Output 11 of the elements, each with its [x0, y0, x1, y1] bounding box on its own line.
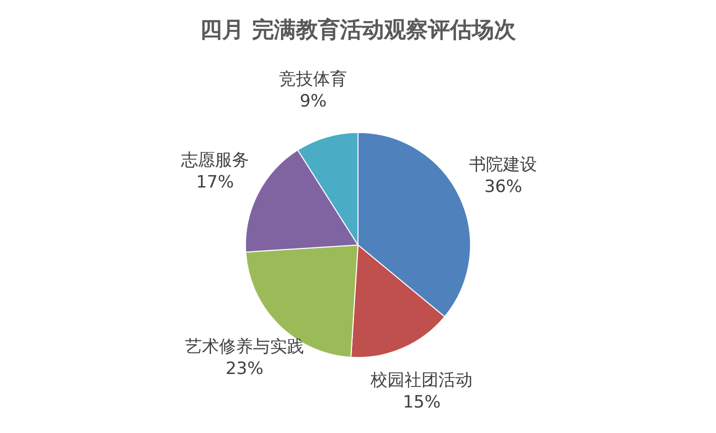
slice-label: 书院建设 [469, 155, 538, 176]
data-label: 36% [484, 177, 522, 198]
data-label: 9% [300, 91, 327, 112]
slice-label: 志愿服务 [180, 150, 249, 171]
chart-title: 四月 完满教育活动观察评估场次 [199, 16, 517, 45]
data-label: 15% [402, 392, 441, 413]
slice-label: 竞技体育 [279, 69, 348, 90]
slice-label: 艺术修养与实践 [185, 336, 304, 357]
data-label: 23% [226, 358, 264, 379]
data-label: 17% [196, 172, 234, 193]
slice-label: 校园社团活动 [370, 370, 473, 391]
